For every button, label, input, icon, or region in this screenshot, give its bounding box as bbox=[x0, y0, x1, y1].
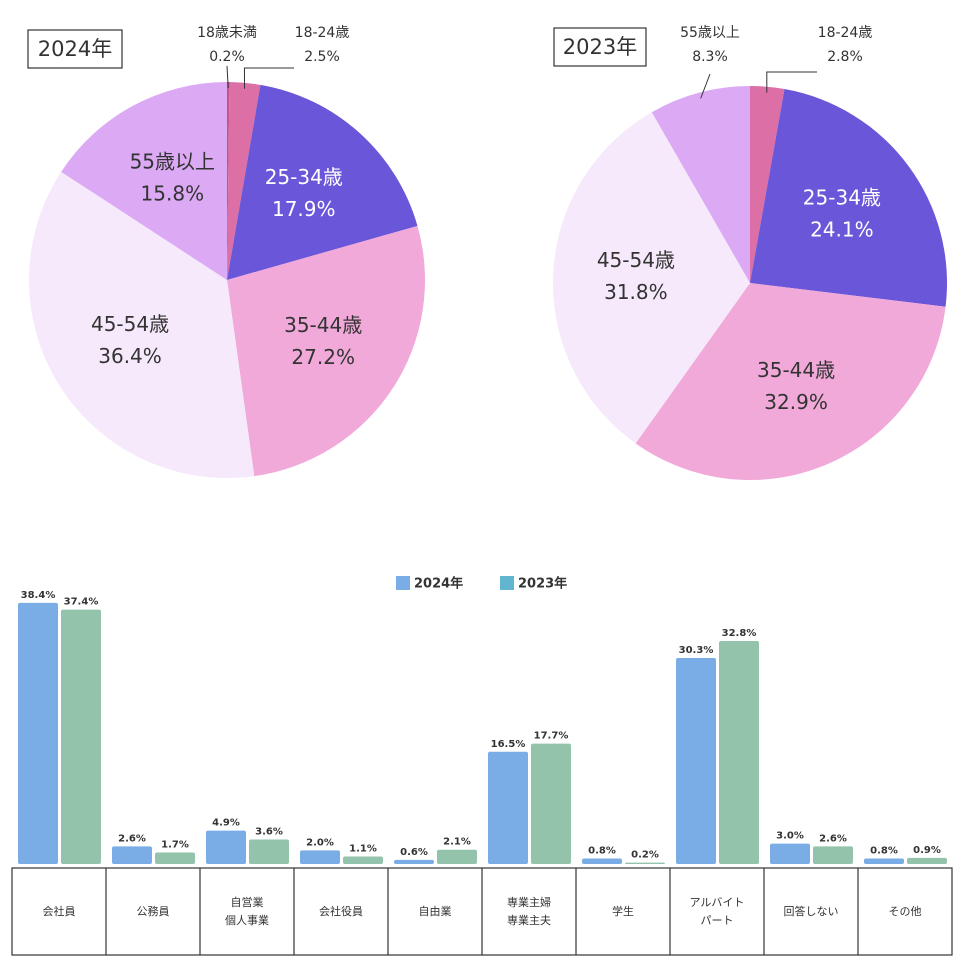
value-label: 38.4% bbox=[21, 590, 56, 601]
bar bbox=[300, 850, 340, 864]
legend-swatch bbox=[500, 576, 514, 590]
bar bbox=[719, 640, 759, 864]
slice-label: 18-24歳 bbox=[818, 25, 873, 41]
bar bbox=[343, 856, 383, 864]
category-label: 会社役員 bbox=[319, 904, 363, 918]
category-label: 会社員 bbox=[43, 904, 76, 918]
slice-value: 2.8% bbox=[827, 49, 863, 65]
slice-label: 25-34歳 bbox=[265, 165, 343, 189]
category-label: パート bbox=[701, 914, 734, 927]
category-label: 個人事業 bbox=[225, 914, 269, 927]
value-label: 37.4% bbox=[64, 597, 99, 608]
bar bbox=[864, 858, 904, 864]
bar bbox=[61, 609, 101, 864]
slice-label: 55歳以上 bbox=[130, 150, 215, 174]
slice-value: 24.1% bbox=[810, 218, 874, 242]
bar bbox=[907, 857, 947, 864]
value-label: 16.5% bbox=[491, 739, 526, 750]
bar bbox=[813, 846, 853, 864]
bar bbox=[582, 858, 622, 864]
legend-label: 2023年 bbox=[518, 576, 567, 592]
value-label: 3.0% bbox=[776, 831, 804, 842]
title-box bbox=[27, 29, 123, 69]
pie-slice bbox=[29, 171, 255, 479]
slice-value: 36.4% bbox=[98, 344, 162, 368]
slice-label: 35-44歳 bbox=[757, 358, 835, 382]
pie-slice bbox=[750, 86, 785, 283]
value-label: 2.1% bbox=[443, 837, 471, 848]
value-label: 3.6% bbox=[255, 827, 283, 838]
bar bbox=[531, 743, 571, 864]
leader-line bbox=[700, 73, 711, 99]
slice-value: 0.2% bbox=[209, 49, 245, 65]
bar bbox=[18, 602, 58, 864]
category-label: 自営業 bbox=[231, 895, 264, 909]
value-label: 32.8% bbox=[722, 628, 757, 639]
value-label: 0.6% bbox=[400, 847, 428, 858]
pie-slice bbox=[227, 82, 261, 281]
pie-slice bbox=[227, 82, 230, 280]
bar bbox=[155, 852, 195, 864]
legend-label: 2024年 bbox=[414, 576, 463, 592]
value-label: 1.1% bbox=[349, 844, 377, 855]
pie-slice bbox=[651, 86, 750, 283]
legend-swatch bbox=[396, 576, 410, 590]
value-label: 0.8% bbox=[870, 846, 898, 857]
slice-label: 35-44歳 bbox=[284, 313, 362, 337]
slice-value: 27.2% bbox=[291, 345, 355, 369]
pie-slice bbox=[227, 225, 426, 477]
category-label: 回答しない bbox=[784, 904, 839, 918]
slice-value: 17.9% bbox=[272, 197, 336, 221]
leader-line bbox=[766, 71, 817, 93]
slice-value: 15.8% bbox=[141, 182, 205, 206]
value-label: 0.2% bbox=[631, 850, 659, 861]
value-label: 0.8% bbox=[588, 846, 616, 857]
value-label: 2.6% bbox=[819, 833, 847, 844]
value-label: 2.0% bbox=[306, 837, 334, 848]
slice-label: 45-54歳 bbox=[91, 312, 169, 336]
chart-title: 2023年 bbox=[563, 35, 637, 59]
slice-label: 18-24歳 bbox=[295, 25, 350, 41]
pie-slice bbox=[635, 283, 946, 480]
category-label: 専業主婦 bbox=[507, 895, 551, 909]
bar bbox=[676, 657, 716, 864]
bar bbox=[625, 862, 665, 864]
value-label: 4.9% bbox=[212, 818, 240, 829]
slice-label: 55歳以上 bbox=[680, 25, 740, 41]
category-label: 公務員 bbox=[137, 904, 170, 918]
slice-label: 45-54歳 bbox=[597, 248, 675, 272]
value-label: 1.7% bbox=[161, 839, 189, 850]
bar bbox=[488, 751, 528, 864]
value-label: 30.3% bbox=[679, 645, 714, 656]
value-label: 2.6% bbox=[118, 833, 146, 844]
slice-label: 25-34歳 bbox=[803, 186, 881, 210]
chart-title: 2024年 bbox=[38, 37, 112, 61]
value-label: 17.7% bbox=[534, 731, 569, 742]
slice-label: 18歳未満 bbox=[197, 25, 257, 41]
slice-value: 2.5% bbox=[304, 49, 340, 65]
slice-value: 8.3% bbox=[692, 49, 728, 65]
category-label: 自由業 bbox=[419, 904, 452, 918]
pie-slice bbox=[750, 89, 947, 307]
bar bbox=[770, 843, 810, 864]
category-label: アルバイト bbox=[690, 896, 745, 909]
bar bbox=[249, 839, 289, 864]
category-label: 学生 bbox=[612, 904, 634, 918]
leader-line bbox=[243, 67, 294, 89]
category-label: その他 bbox=[889, 905, 922, 918]
leader-line bbox=[226, 65, 229, 88]
bar bbox=[437, 849, 477, 864]
slice-value: 31.8% bbox=[604, 280, 668, 304]
pie-slice bbox=[61, 82, 227, 280]
bar bbox=[394, 859, 434, 864]
pie-slice bbox=[553, 112, 750, 444]
value-label: 0.9% bbox=[913, 845, 941, 856]
title-box bbox=[553, 27, 647, 67]
pie-slice bbox=[227, 84, 418, 280]
bar bbox=[112, 846, 152, 864]
bar bbox=[206, 830, 246, 864]
category-label: 専業主夫 bbox=[507, 914, 551, 927]
slice-value: 32.9% bbox=[764, 390, 828, 414]
